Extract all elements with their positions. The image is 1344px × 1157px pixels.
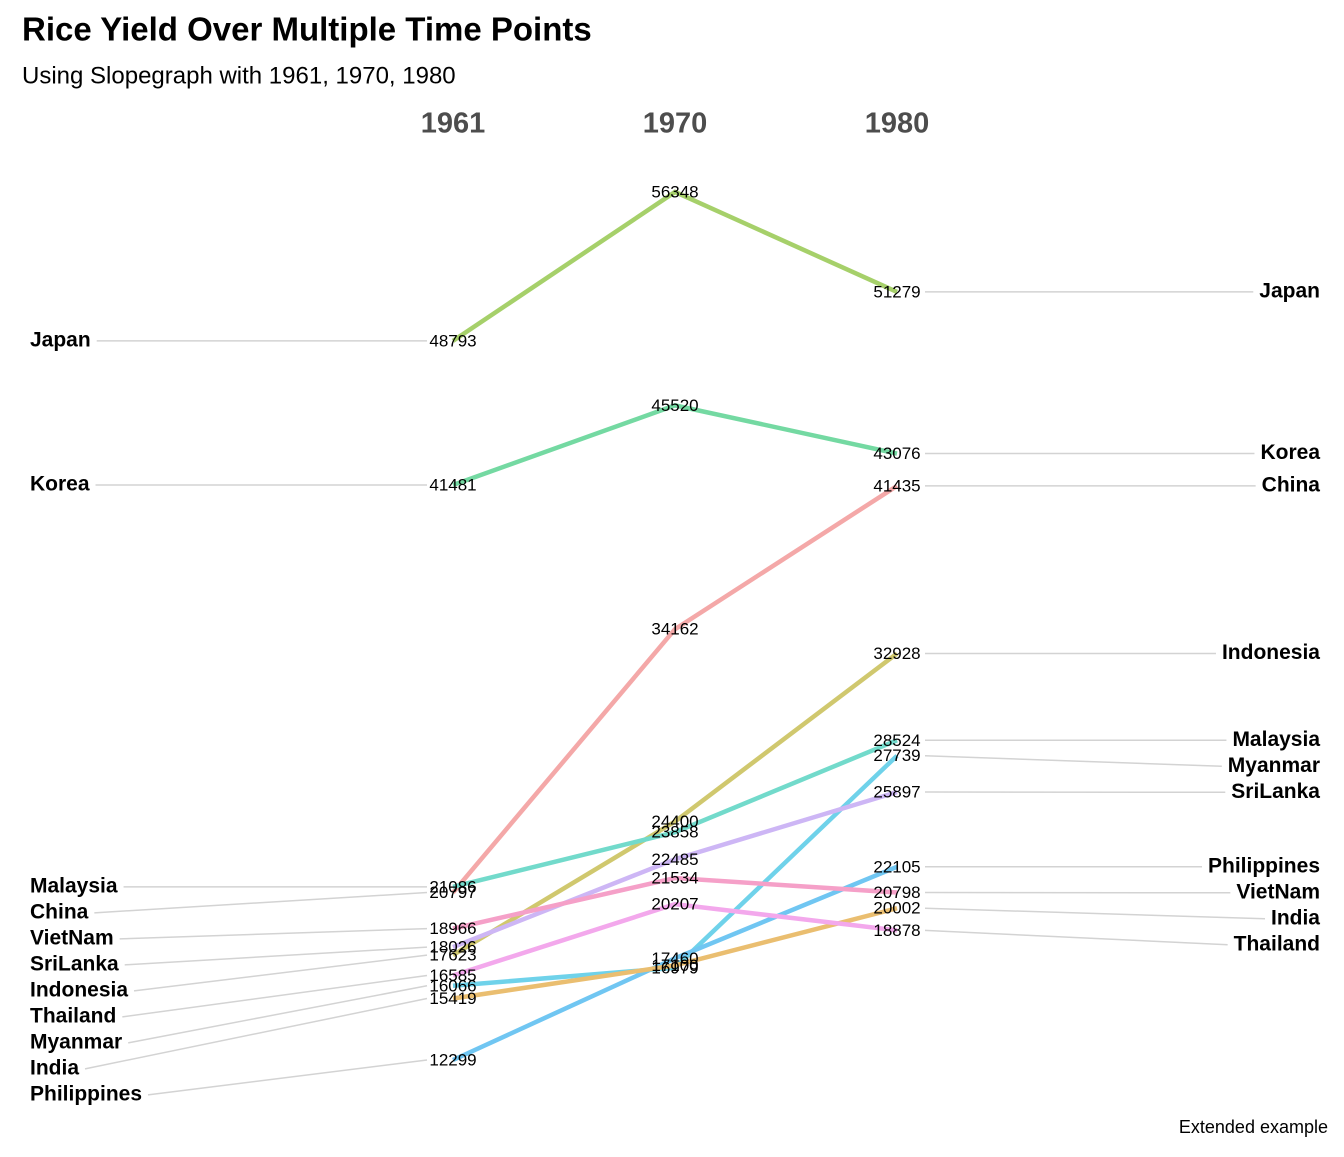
country-label-right: Korea xyxy=(1260,441,1320,464)
guide-line xyxy=(122,976,427,1017)
value-label: 56348 xyxy=(651,182,698,201)
country-label-left: Korea xyxy=(30,473,90,496)
value-label: 17100 xyxy=(651,956,698,975)
guide-line xyxy=(85,999,427,1069)
value-label: 15419 xyxy=(429,989,476,1008)
country-label-right: SriLanka xyxy=(1231,780,1320,803)
value-label: 18026 xyxy=(429,938,476,957)
caption: Extended example xyxy=(1179,1117,1328,1137)
guide-line xyxy=(120,929,427,939)
value-label: 25897 xyxy=(873,783,920,802)
country-label-right: Malaysia xyxy=(1232,728,1320,751)
country-label-left: China xyxy=(30,900,89,923)
value-label: 21086 xyxy=(429,877,476,896)
value-label: 18966 xyxy=(429,919,476,938)
value-label: 20002 xyxy=(873,899,920,918)
value-label: 12299 xyxy=(429,1050,476,1069)
value-label: 27739 xyxy=(873,746,920,765)
country-label-right: Philippines xyxy=(1208,854,1320,877)
value-label: 34162 xyxy=(651,620,698,639)
chart-subtitle: Using Slopegraph with 1961, 1970, 1980 xyxy=(22,62,456,89)
slope-line xyxy=(453,405,897,485)
labels: 1961 1970 1980 48793 56348 51279 Japan Japan 414… xyxy=(30,108,1320,1106)
value-label: 22105 xyxy=(873,857,920,876)
value-label: 51279 xyxy=(873,282,920,301)
column-header: 1970 xyxy=(643,108,708,140)
value-label: 23858 xyxy=(651,823,698,842)
country-label-right: Myanmar xyxy=(1228,754,1320,777)
slope-line xyxy=(453,192,897,341)
country-label-right: China xyxy=(1262,473,1321,496)
value-label: 41481 xyxy=(429,475,476,494)
country-label-right: Indonesia xyxy=(1222,641,1320,664)
country-label-left: Japan xyxy=(30,328,91,351)
column-header: 1980 xyxy=(865,108,930,140)
country-label-right: Thailand xyxy=(1234,932,1320,955)
value-label: 22485 xyxy=(651,850,698,869)
country-label-right: VietNam xyxy=(1236,880,1320,903)
guide-line xyxy=(128,986,427,1043)
country-label-left: Philippines xyxy=(30,1082,142,1105)
guide-line xyxy=(925,756,1222,767)
value-label: 41435 xyxy=(873,476,920,495)
guide-line xyxy=(134,955,427,991)
country-label-right: India xyxy=(1271,906,1320,929)
value-label: 43076 xyxy=(873,444,920,463)
country-label-left: Thailand xyxy=(30,1004,116,1027)
value-label: 48793 xyxy=(429,331,476,350)
country-label-right: Japan xyxy=(1259,279,1320,302)
value-label: 20207 xyxy=(651,895,698,914)
country-label-left: Malaysia xyxy=(30,874,118,897)
guide-line xyxy=(148,1060,427,1095)
country-label-left: VietNam xyxy=(30,926,114,949)
value-label: 32928 xyxy=(873,644,920,663)
guide-line xyxy=(94,893,427,913)
column-header: 1961 xyxy=(421,108,486,140)
guide-line xyxy=(925,908,1265,919)
guide-line xyxy=(125,947,427,965)
country-label-left: India xyxy=(30,1056,79,1079)
value-label: 21534 xyxy=(651,869,698,888)
chart-title: Rice Yield Over Multiple Time Points xyxy=(22,11,592,48)
country-label-left: Indonesia xyxy=(30,978,128,1001)
value-label: 18878 xyxy=(873,921,920,940)
value-label: 45520 xyxy=(651,396,698,415)
value-label: 16585 xyxy=(429,966,476,985)
country-label-left: SriLanka xyxy=(30,952,119,975)
country-label-left: Myanmar xyxy=(30,1030,122,1053)
guide-line xyxy=(925,930,1228,944)
